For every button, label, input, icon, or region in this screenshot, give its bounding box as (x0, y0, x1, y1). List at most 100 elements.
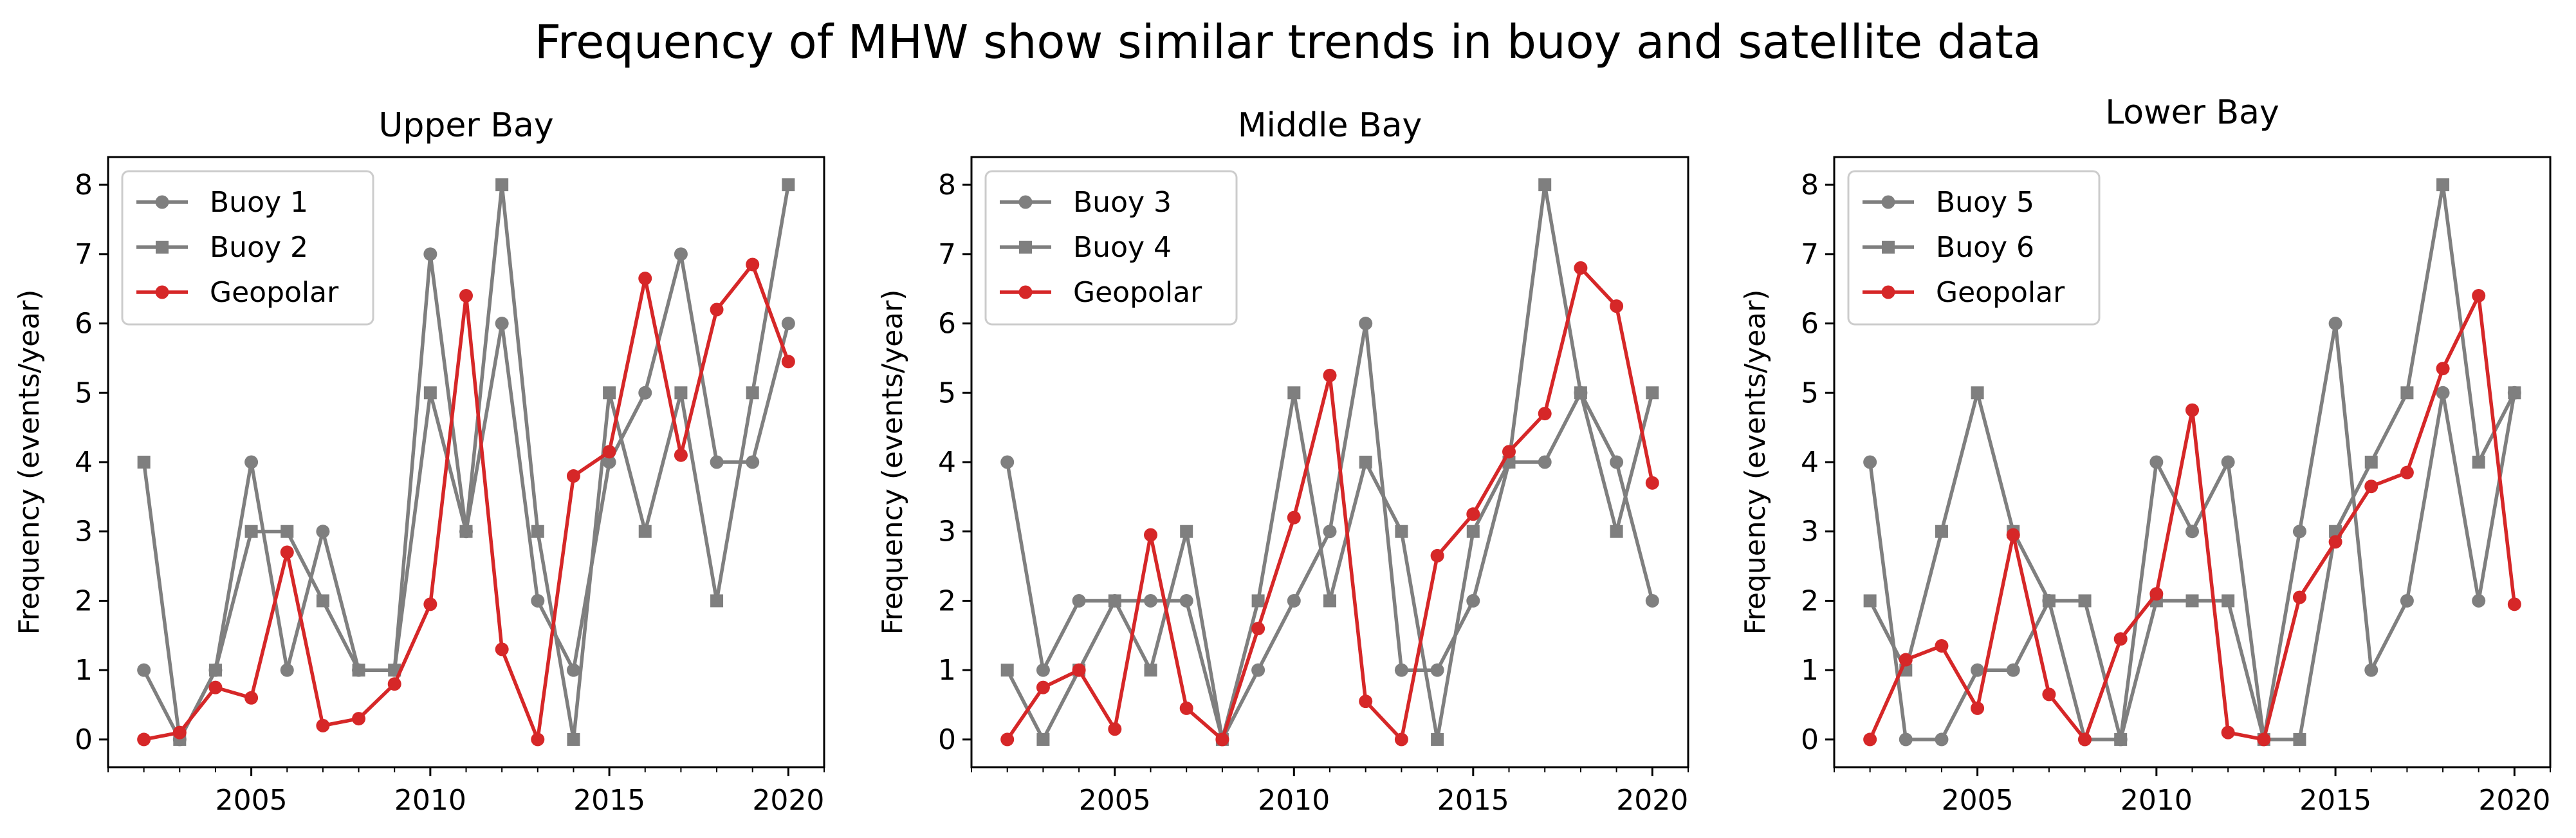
chart-1-point-geopolar (423, 597, 437, 611)
chart-2-point-buoy-4 (1144, 664, 1157, 677)
chart-3-point-geopolar (2185, 403, 2199, 417)
chart-2-point-geopolar (1466, 507, 1480, 521)
chart-1-point-geopolar (602, 445, 616, 459)
chart-3-ytick-label: 7 (1801, 238, 1819, 271)
chart-2: Middle Bay Frequency (events/year) 0 1 2 3 4 5 6… (876, 106, 1689, 817)
chart-2-axes-frame (970, 156, 1689, 768)
chart-1-point-buoy-2 (423, 386, 437, 400)
chart-1-point-buoy-1 (423, 247, 437, 261)
chart-3-point-buoy-6 (1863, 594, 1877, 608)
chart-1-point-buoy-2 (567, 732, 580, 746)
chart-2-point-buoy-3 (1610, 455, 1624, 469)
chart-1-point-geopolar (352, 712, 366, 726)
chart-1-title: Upper Bay (378, 106, 553, 145)
chart-3-legend-marker (1881, 285, 1895, 299)
chart-2-point-buoy-3 (1287, 593, 1301, 608)
chart-3-point-buoy-5 (2185, 525, 2199, 539)
chart-2-legend-label: Buoy 3 (1073, 186, 1172, 219)
chart-3-point-buoy-6 (2472, 456, 2485, 469)
chart-1-legend-box (121, 170, 374, 326)
chart-1-point-buoy-2 (281, 525, 294, 538)
chart-2-point-buoy-4 (1395, 525, 1408, 538)
chart-1-point-geopolar (172, 725, 187, 740)
chart-1-point-buoy-1 (674, 247, 688, 261)
chart-2-point-buoy-4 (1574, 386, 1587, 400)
chart-1-point-geopolar (781, 355, 795, 369)
chart-1-xtick-label: 2010 (394, 784, 466, 817)
chart-3-xtick-label: 2015 (2299, 784, 2371, 817)
chart-2-point-buoy-4 (1000, 664, 1014, 677)
chart-3-point-buoy-5 (2364, 663, 2378, 677)
chart-2-legend-label: Geopolar (1073, 276, 1202, 309)
chart-2-legend-marker (1018, 195, 1033, 209)
chart-1-point-buoy-2 (746, 386, 759, 400)
chart-2-ytick-label: 7 (938, 238, 956, 271)
chart-1-point-geopolar (137, 732, 151, 747)
chart-3-point-buoy-6 (1935, 525, 1948, 538)
chart-2-point-geopolar (1645, 476, 1659, 490)
chart-2-point-buoy-4 (1538, 178, 1552, 192)
chart-3-point-buoy-6 (2364, 456, 2378, 469)
chart-3-xtick-label: 2020 (2478, 784, 2550, 817)
chart-2-series-geopolar (1000, 261, 1659, 747)
chart-3-point-buoy-6 (2078, 594, 2092, 608)
chart-2-legend-item-geopolar: Geopolar (1000, 276, 1202, 309)
chart-3-ytick-label: 5 (1801, 377, 1819, 409)
chart-3-point-buoy-5 (2149, 455, 2164, 469)
chart-1-point-buoy-2 (531, 525, 544, 538)
chart-1-point-buoy-1 (280, 663, 294, 677)
chart-1-point-buoy-1 (137, 663, 151, 677)
chart-3-point-buoy-5 (2328, 317, 2342, 331)
chart-1-ylabel: Frequency (events/year) (13, 290, 46, 635)
chart-2-legend: Buoy 3 Buoy 4 Geopolar (984, 170, 1238, 326)
chart-1: Upper Bay Frequency (events/year) 0 1 2 3 4 5 6 7… (13, 106, 825, 817)
chart-2-point-buoy-3 (1359, 317, 1373, 331)
chart-1-point-buoy-2 (352, 664, 365, 677)
chart-3-ytick-label: 6 (1801, 308, 1819, 340)
chart-2-point-geopolar (1430, 548, 1444, 563)
chart-2-legend-marker (1019, 241, 1032, 254)
chart-3-point-buoy-5 (2221, 455, 2235, 469)
chart-1-point-buoy-1 (602, 455, 616, 469)
chart-3-legend-item-geopolar: Geopolar (1863, 276, 2065, 309)
chart-1-xtick-label: 2020 (752, 784, 824, 817)
chart-1-point-buoy-1 (531, 593, 545, 608)
chart-3-point-buoy-5 (1899, 732, 1913, 747)
chart-2-xtick-label: 2015 (1437, 784, 1509, 817)
chart-2-point-buoy-3 (1323, 525, 1337, 539)
chart-2-point-geopolar (1610, 299, 1624, 313)
chart-2-title: Middle Bay (1238, 106, 1422, 145)
chart-1-point-geopolar (566, 469, 580, 483)
chart-2-point-buoy-4 (1323, 594, 1336, 608)
chart-1-legend: Buoy 1 Buoy 2 Geopolar (121, 170, 374, 326)
chart-3-ytick-label: 8 (1801, 169, 1819, 201)
chart-1-legend-marker (156, 241, 169, 254)
chart-1-point-buoy-1 (495, 317, 509, 331)
chart-3-legend-label: Buoy 5 (1936, 186, 2034, 219)
chart-3-ytick-label: 0 (1801, 723, 1819, 756)
chart-2-ytick-label: 2 (938, 584, 956, 617)
chart-2-point-buoy-3 (1466, 593, 1480, 608)
chart-1-point-buoy-2 (603, 386, 616, 400)
chart-3-axes-frame (1833, 156, 2552, 768)
chart-3-point-geopolar (2006, 528, 2020, 542)
chart-3-title: Lower Bay (2105, 93, 2279, 132)
figure-title: Frequency of MHW show similar trends in … (535, 15, 2042, 69)
chart-2-point-geopolar (1072, 663, 1086, 677)
chart-2-ytick-label: 8 (938, 169, 956, 201)
chart-3-point-geopolar (2113, 632, 2128, 646)
chart-2-xtick-label: 2005 (1079, 784, 1151, 817)
chart-1-ytick-label: 8 (75, 169, 93, 201)
chart-3-point-buoy-5 (1935, 732, 1949, 747)
chart-3-series-geopolar (1863, 288, 2521, 747)
chart-2-xtick-label: 2010 (1258, 784, 1330, 817)
chart-1-legend-label: Geopolar (210, 276, 339, 309)
chart-1-point-geopolar (495, 642, 509, 656)
chart-2-point-buoy-3 (1000, 455, 1015, 469)
chart-2-point-buoy-4 (1431, 732, 1444, 746)
chart-3-point-buoy-6 (2222, 594, 2235, 608)
chart-1-point-buoy-2 (316, 594, 329, 608)
chart-1-point-geopolar (710, 303, 724, 317)
chart-3-legend-item-buoy-6: Buoy 6 (1863, 231, 2034, 264)
chart-3-point-geopolar (2400, 465, 2414, 480)
